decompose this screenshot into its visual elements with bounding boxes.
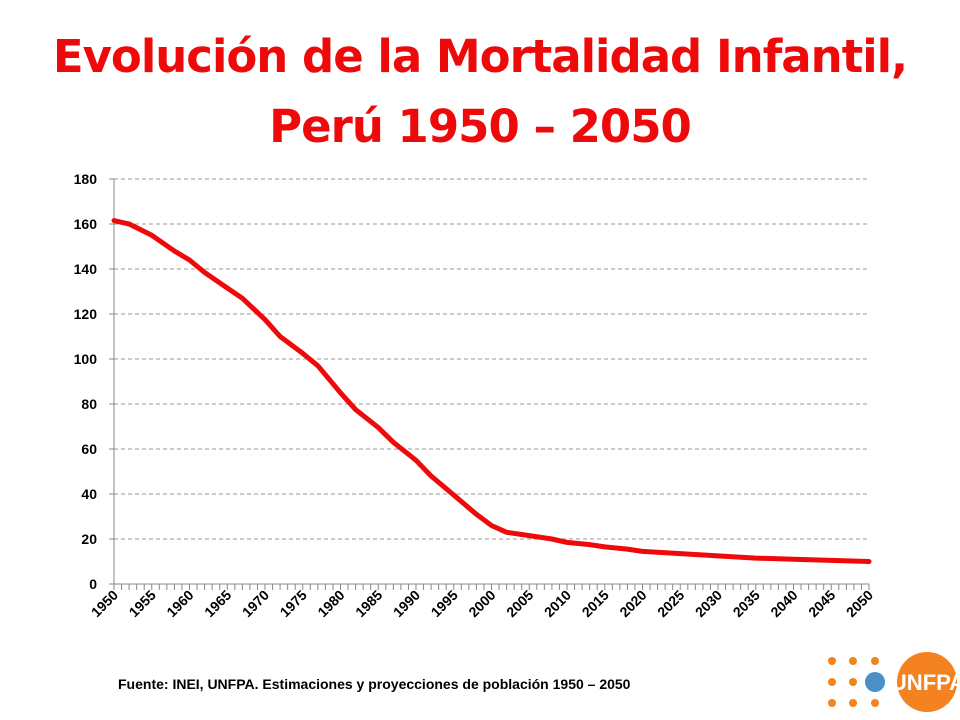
x-tick-label: 1965	[201, 587, 234, 620]
x-tick-label: 1990	[390, 587, 423, 620]
x-tick-label: 1975	[277, 587, 310, 620]
y-tick-label: 60	[81, 441, 97, 457]
x-tick-label: 2010	[541, 587, 574, 620]
x-tick-label: 2020	[616, 587, 649, 620]
unfpa-logo-text: UNFPA	[891, 670, 960, 695]
x-tick-label: 1970	[239, 587, 272, 620]
x-tick-label: 1960	[163, 587, 196, 620]
x-tick-label: 1995	[428, 587, 461, 620]
y-tick-label: 180	[74, 171, 98, 187]
slide-title-line-2: Perú 1950 – 2050	[269, 100, 692, 153]
source-note: Fuente: INEI, UNFPA. Estimaciones y proy…	[118, 676, 631, 692]
x-tick-label: 2040	[767, 587, 800, 620]
x-tick-label: 1985	[352, 587, 385, 620]
y-tick-label: 0	[89, 576, 97, 592]
x-tick-label: 1955	[126, 587, 159, 620]
x-tick-label: 2035	[730, 587, 763, 620]
y-tick-label: 20	[81, 531, 97, 547]
y-tick-label: 120	[74, 306, 98, 322]
x-tick-label: 2025	[654, 587, 687, 620]
y-tick-label: 160	[74, 216, 98, 232]
y-tick-label: 100	[74, 351, 98, 367]
logo-dots	[828, 657, 879, 707]
y-tick-label: 80	[81, 396, 97, 412]
y-tick-label: 40	[81, 486, 97, 502]
x-tick-label: 2000	[465, 587, 498, 620]
x-tick-label: 2030	[692, 587, 725, 620]
unfpa-circle	[897, 652, 957, 712]
x-tick-label: 2005	[503, 587, 536, 620]
slide-title-line-1: Evolución de la Mortalidad Infantil,	[52, 30, 908, 83]
x-tick-label: 2015	[579, 587, 612, 620]
x-tick-label: 2050	[843, 587, 876, 620]
series-line	[111, 218, 872, 564]
x-tick-label: 2045	[805, 587, 838, 620]
x-tick-label: 1980	[314, 587, 347, 620]
unfpa-logo: UNFPA	[828, 652, 960, 712]
un-emblem-icon	[865, 672, 885, 692]
slide-title: Evolución de la Mortalidad Infantil, Per…	[0, 22, 960, 162]
y-tick-label: 140	[74, 261, 98, 277]
